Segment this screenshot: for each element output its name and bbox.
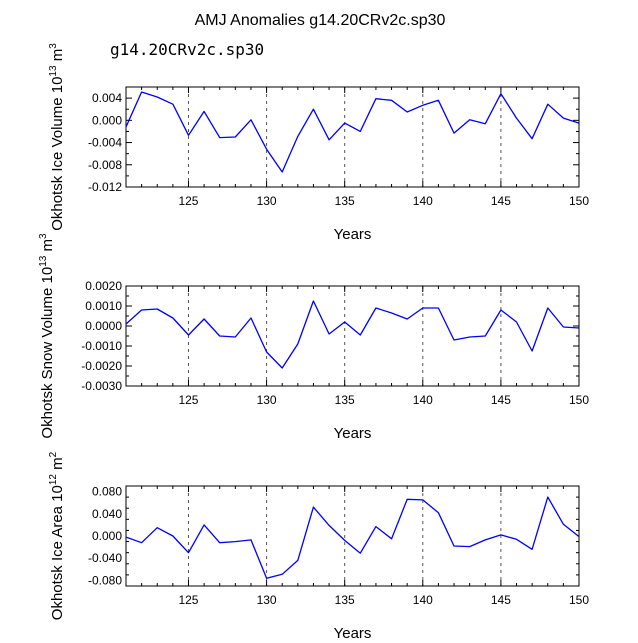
y-label-exponent: 13 [48, 65, 59, 77]
y-tick-label: -0.008 [88, 158, 122, 172]
x-tick-label: 125 [178, 393, 198, 407]
y-label-unit-exponent: 2 [48, 451, 59, 457]
panel-1: 125 130 135 140 145 150 -0.012 -0.008 -0.004 0.00… [48, 43, 589, 243]
x-tick-label: 130 [257, 194, 277, 208]
x-axis-label: Years [334, 226, 372, 243]
y-label-unit: m [49, 457, 66, 474]
y-tick-label: -0.0030 [81, 379, 122, 393]
plot-frame [126, 486, 579, 586]
y-tick-label: 0.080 [92, 485, 122, 499]
y-axis-label: Okhotsk Ice Volume 1013 m3 [48, 43, 66, 231]
y-label-exponent: 13 [38, 255, 49, 267]
y-tick-label: 0.0010 [85, 299, 122, 313]
plot-frame [126, 87, 579, 187]
y-tick-label: 0.004 [92, 91, 122, 105]
y-tick-label: -0.004 [88, 136, 122, 150]
y-tick-label: 0.040 [92, 507, 122, 521]
x-tick-label: 140 [413, 194, 433, 208]
x-tick-label: 130 [257, 393, 277, 407]
x-tick-label: 145 [491, 194, 511, 208]
series-line [126, 301, 579, 368]
y-label-exponent: 12 [48, 474, 59, 486]
x-axis-label: Years [334, 425, 372, 442]
x-tick-label: 140 [413, 393, 433, 407]
y-tick-label: 0.000 [92, 529, 122, 543]
y-tick-label: 0.0020 [85, 279, 122, 293]
panels: 125 130 135 140 145 150 -0.012 -0.008 -0.004 0.00… [38, 43, 589, 638]
y-label-base: Okhotsk Snow Volume 10 [39, 267, 56, 439]
y-label-unit-exponent: 3 [38, 233, 49, 239]
x-tick-label: 125 [178, 593, 198, 607]
y-label-unit-exponent: 3 [48, 43, 59, 49]
x-tick-label: 150 [569, 194, 589, 208]
x-tick-label: 150 [569, 593, 589, 607]
y-label-unit: m [39, 239, 56, 256]
y-label-unit: m [49, 49, 66, 66]
series-line [126, 497, 579, 578]
x-tick-label: 145 [491, 593, 511, 607]
panel-2: 125 130 135 140 145 150 -0.0030 -0.0020 -0.0010 0… [38, 233, 589, 442]
series-line [126, 92, 579, 172]
figure-title: AMJ Anomalies g14.20CRv2c.sp30 [195, 12, 446, 29]
y-axis-label: Okhotsk Snow Volume 1013 m3 [38, 233, 56, 439]
x-tick-label: 150 [569, 393, 589, 407]
x-tick-label: 135 [335, 393, 355, 407]
y-label-base: Okhotsk Ice Area 10 [49, 485, 66, 620]
y-label-base: Okhotsk Ice Volume 10 [49, 77, 66, 231]
y-axis-label: Okhotsk Ice Area 1012 m2 [48, 451, 66, 620]
y-tick-label: -0.040 [88, 551, 122, 565]
y-tick-label: 0.000 [92, 113, 122, 127]
y-tick-label: -0.080 [88, 573, 122, 587]
panel-3: 125 130 135 140 145 150 -0.080 -0.040 0.000 0.040… [48, 451, 589, 638]
x-tick-label: 145 [491, 393, 511, 407]
x-tick-label: 135 [335, 194, 355, 208]
x-tick-label: 125 [178, 194, 198, 208]
x-tick-label: 135 [335, 593, 355, 607]
y-tick-label: -0.012 [88, 180, 122, 194]
x-tick-label: 130 [257, 593, 277, 607]
figure-subtitle: g14.20CRv2c.sp30 [110, 40, 264, 59]
plot-frame [126, 286, 579, 386]
x-tick-label: 140 [413, 593, 433, 607]
y-tick-label: -0.0010 [81, 339, 122, 353]
y-tick-label: 0.0000 [85, 319, 122, 333]
y-tick-label: -0.0020 [81, 359, 122, 373]
x-axis-label: Years [334, 625, 372, 638]
